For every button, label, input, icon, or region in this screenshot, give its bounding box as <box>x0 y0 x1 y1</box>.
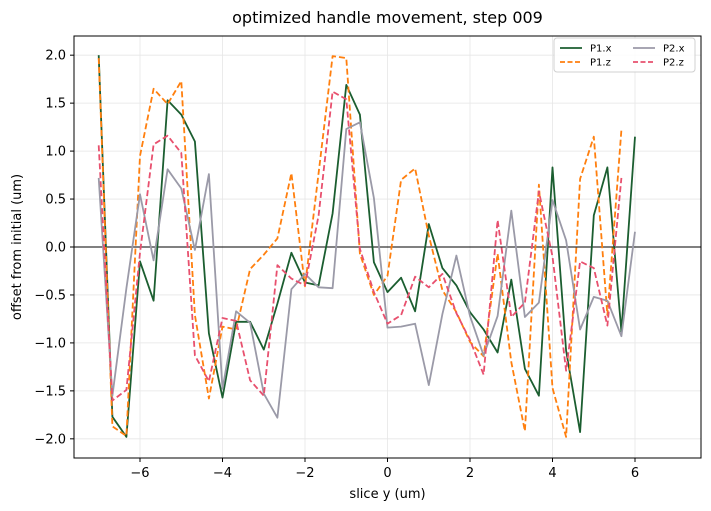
x-axis-label: slice y (um) <box>349 487 425 502</box>
series-line-p1-z <box>97 55 623 438</box>
x-tick-label: 2 <box>466 466 474 481</box>
chart-title: optimized handle movement, step 009 <box>232 8 543 27</box>
x-axis-ticks: −6 −4 −2 0 2 4 6 <box>130 458 639 481</box>
series-line-p2-z <box>97 90 623 402</box>
x-tick-label: 4 <box>548 466 556 481</box>
grid <box>74 36 701 458</box>
y-axis-label: offset from initial (um) <box>10 174 25 320</box>
y-tick-label: −0.5 <box>34 288 66 303</box>
y-tick-label: −2.0 <box>34 432 66 447</box>
legend-label: P1.x <box>590 44 612 55</box>
y-tick-label: 1.0 <box>45 145 66 160</box>
x-tick-label: 0 <box>383 466 391 481</box>
x-tick-label: 6 <box>631 466 639 481</box>
y-tick-label: 1.5 <box>45 97 66 112</box>
legend-label: P2.z <box>663 58 684 69</box>
x-tick-label: −2 <box>295 466 314 481</box>
x-tick-label: −6 <box>130 466 149 481</box>
legend-box <box>553 37 696 73</box>
legend-label: P2.x <box>663 44 685 55</box>
series-group <box>97 55 636 438</box>
legend-label: P1.z <box>590 58 611 69</box>
y-axis-ticks: −2.0 −1.5 −1.0 −0.5 0.0 0.5 1.0 1.5 2.0 <box>34 49 74 447</box>
y-tick-label: 0.0 <box>45 241 66 256</box>
y-tick-label: 0.5 <box>45 193 66 208</box>
x-tick-label: −4 <box>213 466 232 481</box>
legend: P1.x P1.z P2.x P2.z <box>553 37 696 73</box>
y-tick-label: −1.0 <box>34 336 66 351</box>
series-line-p2-x <box>97 121 636 419</box>
y-tick-label: −1.5 <box>34 384 66 399</box>
y-tick-label: 2.0 <box>45 49 66 64</box>
